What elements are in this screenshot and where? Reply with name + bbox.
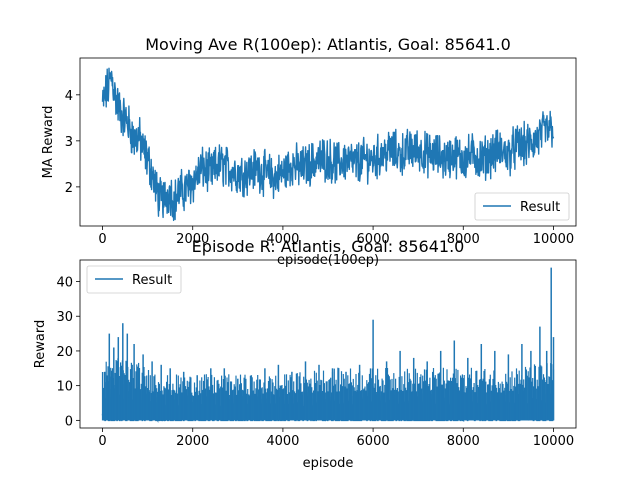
episode-reward-y-tick-label: 0 <box>65 414 73 429</box>
episode-reward-y-tick-label: 10 <box>56 380 73 395</box>
moving-average-x-tick-label: 4000 <box>266 232 299 247</box>
moving-average-x-tick-label: 10000 <box>533 232 574 247</box>
moving-average-legend-box <box>474 192 570 221</box>
moving-average-plot: Moving Ave R(100ep): Atlantis, Goal: 856… <box>41 35 577 268</box>
episode-reward-x-axis-label: episode <box>303 456 354 471</box>
moving-average-x-tick-label: 8000 <box>447 232 480 247</box>
episode-reward-y-tick-label: 20 <box>56 345 73 360</box>
episode-reward-x-ticks: 0 2000 4000 6000 8000 10000 <box>98 428 574 449</box>
episode-reward-axes-frame <box>79 259 577 429</box>
moving-average-x-axis-label: episode(100ep) <box>277 253 379 268</box>
moving-average-y-tick-label: 3 <box>65 135 73 150</box>
moving-average-axes-frame <box>79 57 577 227</box>
episode-reward-title: Episode R: Atlantis, Goal: 85641.0 <box>192 237 465 256</box>
episode-reward-y-tick-label: 40 <box>56 276 73 291</box>
moving-average-x-tick-label: 2000 <box>176 232 209 247</box>
episode-reward-y-axis-label: Reward <box>33 320 48 368</box>
moving-average-y-tick-label: 2 <box>65 181 73 196</box>
moving-average-legend-label: Result <box>520 200 560 215</box>
moving-average-x-tick-label: 6000 <box>357 232 390 247</box>
moving-average-legend: Result <box>474 192 570 221</box>
moving-average-x-ticks: 0 2000 4000 6000 8000 10000 <box>98 226 574 247</box>
episode-reward-legend-label: Result <box>132 273 172 288</box>
episode-reward-x-tick-label: 4000 <box>266 434 299 449</box>
episode-reward-y-tick-label: 30 <box>56 310 73 325</box>
moving-average-x-tick-label: 0 <box>98 232 106 247</box>
moving-average-y-ticks: 2 3 4 <box>65 89 80 196</box>
episode-reward-x-tick-label: 0 <box>98 434 106 449</box>
episode-reward-x-tick-label: 10000 <box>533 434 574 449</box>
episode-reward-x-tick-label: 2000 <box>176 434 209 449</box>
moving-average-y-axis-label: MA Reward <box>41 106 56 179</box>
moving-average-plot-area <box>101 67 555 222</box>
moving-average-series-line <box>101 67 555 222</box>
episode-reward-y-ticks: 0 10 20 30 40 <box>56 276 80 429</box>
episode-reward-legend-box <box>86 265 182 294</box>
moving-average-title: Moving Ave R(100ep): Atlantis, Goal: 856… <box>145 35 511 54</box>
episode-reward-legend: Result <box>86 265 182 294</box>
moving-average-y-tick-label: 4 <box>65 89 73 104</box>
episode-reward-x-tick-label: 6000 <box>357 434 390 449</box>
episode-reward-plot-area <box>101 267 555 424</box>
episode-reward-x-tick-label: 8000 <box>447 434 480 449</box>
